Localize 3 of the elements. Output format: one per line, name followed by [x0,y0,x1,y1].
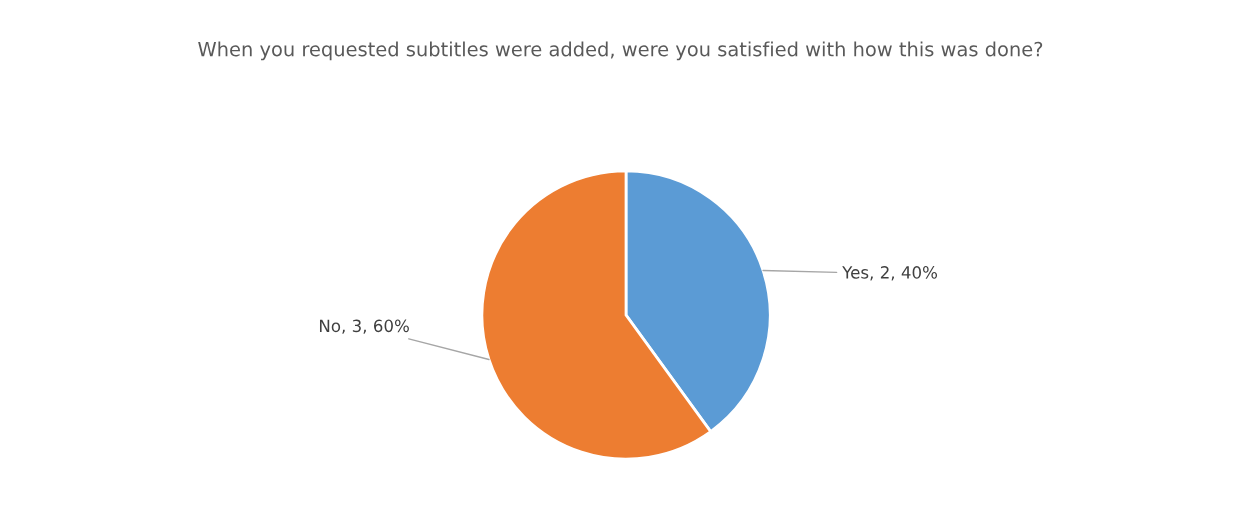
slice-label: No, 3, 60% [319,319,409,334]
chart-title: When you requested subtitles were added, were you satisfied with how this was done? [198,41,1043,61]
slice-label: Yes, 2, 40% [842,266,938,281]
